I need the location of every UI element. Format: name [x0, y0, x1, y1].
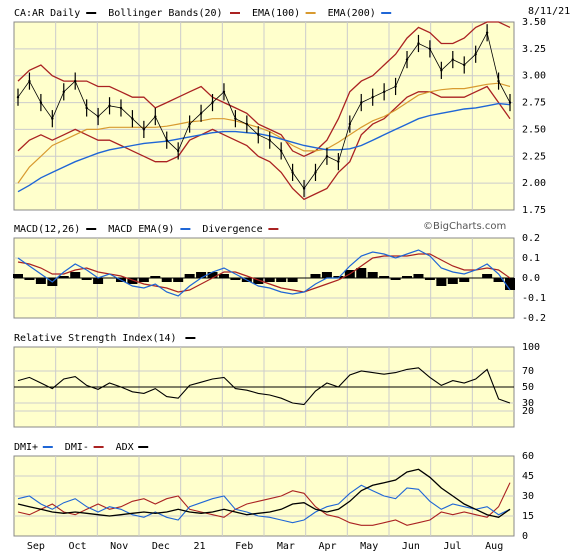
price-y-tick: 2.00 — [522, 178, 546, 189]
price-legend-label: EMA(200) — [328, 8, 376, 19]
divergence-bar — [310, 274, 321, 278]
price-y-tick: 2.25 — [522, 151, 546, 162]
chart-date: 8/11/21 — [528, 6, 570, 17]
price-y-tick: 2.50 — [522, 124, 546, 135]
divergence-bar — [436, 278, 447, 286]
x-axis-label: Jul — [444, 541, 462, 552]
x-axis-label: Sep — [27, 541, 45, 552]
divergence-bar — [390, 278, 401, 280]
divergence-bar — [493, 278, 504, 282]
x-axis-label: Jun — [402, 541, 420, 552]
divergence-bar — [207, 272, 218, 278]
adx-line — [17, 468, 511, 518]
rsi-y-tick: 70 — [522, 366, 534, 377]
rsi-y-tick: 100 — [522, 342, 540, 353]
price-y-tick: 3.25 — [522, 44, 546, 55]
divergence-bar — [424, 278, 435, 280]
macd-ema-line — [17, 253, 511, 293]
divergence-bar — [253, 278, 264, 284]
x-axis-label: May — [360, 541, 378, 552]
divergence-bar — [367, 272, 378, 278]
price-y-tick: 3.50 — [522, 17, 546, 28]
dmi-y-tick: 30 — [522, 491, 534, 502]
macd-legend-label: Divergence — [202, 224, 262, 235]
ema200-line — [17, 102, 511, 193]
rsi-legend-label: Relative Strength Index(14) — [14, 333, 177, 344]
divergence-bar — [321, 272, 332, 278]
divergence-bar — [482, 274, 493, 278]
rsi-y-tick: 30 — [522, 398, 534, 409]
price-legend-label: EMA(100) — [252, 8, 300, 19]
divergence-bar — [127, 278, 138, 284]
macd-y-tick: 0.0 — [522, 273, 540, 284]
macd-y-tick: 0.2 — [522, 233, 540, 244]
price-legend-label: CA:AR Daily — [14, 8, 80, 19]
divergence-bar — [150, 276, 161, 278]
macd-y-tick: -0.1 — [522, 293, 546, 304]
x-axis-label: Feb — [235, 541, 253, 552]
divergence-bar — [58, 276, 69, 278]
dmi-legend-label: ADX — [116, 442, 134, 453]
macd-y-tick: -0.2 — [522, 313, 546, 324]
divergence-bar — [459, 278, 470, 282]
divergence-bar — [138, 278, 149, 282]
divergence-bar — [218, 274, 229, 278]
price-y-tick: 3.00 — [522, 71, 546, 82]
dmi-y-tick: 60 — [522, 451, 534, 462]
divergence-bar — [264, 278, 275, 282]
price-line — [17, 31, 511, 190]
rsi-y-tick: 20 — [522, 406, 534, 417]
macd-line — [17, 249, 511, 297]
divergence-bar — [333, 276, 344, 278]
divergence-bar — [413, 274, 424, 278]
divergence-bar — [230, 278, 241, 280]
dmi-minus-line — [17, 482, 511, 526]
price-y-tick: 1.75 — [522, 205, 546, 216]
x-axis-label: Nov — [110, 541, 128, 552]
x-axis-label: Oct — [69, 541, 87, 552]
dmi-plus-line — [17, 484, 511, 524]
dmi-legend-label: DMI+ — [14, 442, 38, 453]
divergence-bar — [173, 278, 184, 282]
brand-label: ©BigCharts.com — [423, 221, 506, 232]
divergence-bar — [447, 278, 458, 284]
ema100-line — [17, 82, 511, 184]
divergence-bar — [276, 278, 287, 282]
macd-legend-label: MACD EMA(9) — [108, 224, 174, 235]
divergence-bar — [13, 274, 23, 278]
divergence-bar — [196, 272, 207, 278]
x-axis-label: Apr — [319, 541, 337, 552]
x-axis-label: 21 — [194, 541, 206, 552]
divergence-bar — [379, 276, 390, 278]
divergence-bar — [356, 268, 367, 278]
divergence-bar — [402, 276, 413, 278]
rsi-line — [17, 367, 511, 406]
x-axis-label: Mar — [277, 541, 295, 552]
dmi-y-tick: 15 — [522, 511, 534, 522]
divergence-bar — [184, 274, 195, 278]
price-legend-label: Bollinger Bands(20) — [108, 8, 222, 19]
price-y-tick: 2.75 — [522, 98, 546, 109]
divergence-bar — [24, 278, 35, 280]
divergence-bar — [287, 278, 298, 282]
dmi-legend-label: DMI- — [65, 442, 89, 453]
macd-legend-label: MACD(12,26) — [14, 224, 80, 235]
divergence-bar — [93, 278, 104, 284]
divergence-bar — [505, 278, 515, 290]
divergence-bar — [161, 278, 172, 282]
rsi-y-tick: 50 — [522, 382, 534, 393]
x-axis-label: Dec — [152, 541, 170, 552]
bollinger-upper-line — [17, 21, 511, 158]
macd-y-tick: 0.1 — [522, 253, 540, 264]
x-axis-label: Aug — [485, 541, 503, 552]
divergence-bar — [35, 278, 46, 284]
dmi-y-tick: 0 — [522, 531, 528, 542]
divergence-bar — [70, 272, 81, 278]
dmi-y-tick: 45 — [522, 471, 534, 482]
divergence-bar — [81, 278, 92, 280]
